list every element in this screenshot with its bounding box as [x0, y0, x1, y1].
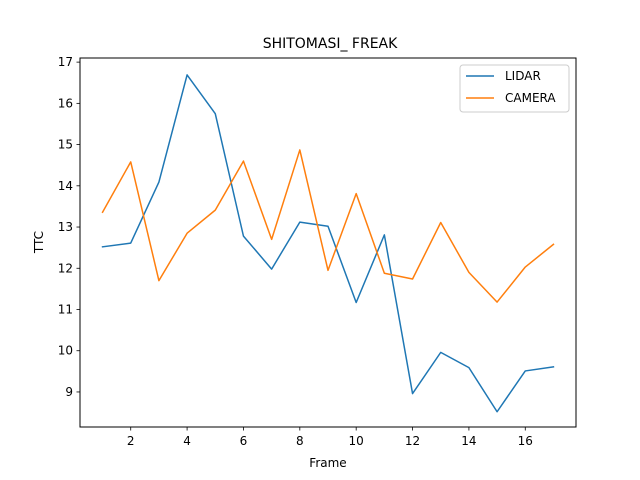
legend-label-camera: CAMERA [505, 91, 556, 105]
y-axis-label: TTC [32, 231, 46, 254]
x-tick-label: 14 [461, 434, 476, 448]
legend: LIDAR CAMERA [459, 64, 570, 113]
chart-title: SHITOMASI_ FREAK [263, 36, 398, 52]
y-tick-label: 10 [58, 344, 73, 358]
y-tick-label: 11 [58, 302, 73, 316]
series-line-camera [101, 149, 555, 303]
x-tick-label: 6 [240, 434, 248, 448]
y-tick-label: 14 [58, 179, 73, 193]
legend-label-lidar: LIDAR [505, 69, 541, 83]
x-axis-label: Frame [309, 456, 346, 470]
series-layer [101, 74, 555, 413]
y-tick-label: 9 [65, 385, 73, 399]
series-line-lidar [101, 74, 555, 413]
x-tick-label: 8 [296, 434, 304, 448]
y-tick-label: 15 [58, 138, 73, 152]
x-tick-label: 10 [349, 434, 364, 448]
x-tick-label: 2 [127, 434, 135, 448]
y-axis-ticks: 9 10 11 12 13 14 15 16 17 [58, 55, 80, 399]
y-tick-label: 16 [58, 96, 73, 110]
y-tick-label: 12 [58, 261, 73, 275]
y-tick-label: 13 [58, 220, 73, 234]
x-tick-label: 12 [405, 434, 420, 448]
y-tick-label: 17 [58, 55, 73, 69]
x-tick-label: 4 [183, 434, 191, 448]
plot-area-frame [79, 57, 577, 428]
x-tick-label: 16 [518, 434, 533, 448]
x-axis-ticks: 2 4 6 8 10 12 14 16 [127, 427, 533, 448]
